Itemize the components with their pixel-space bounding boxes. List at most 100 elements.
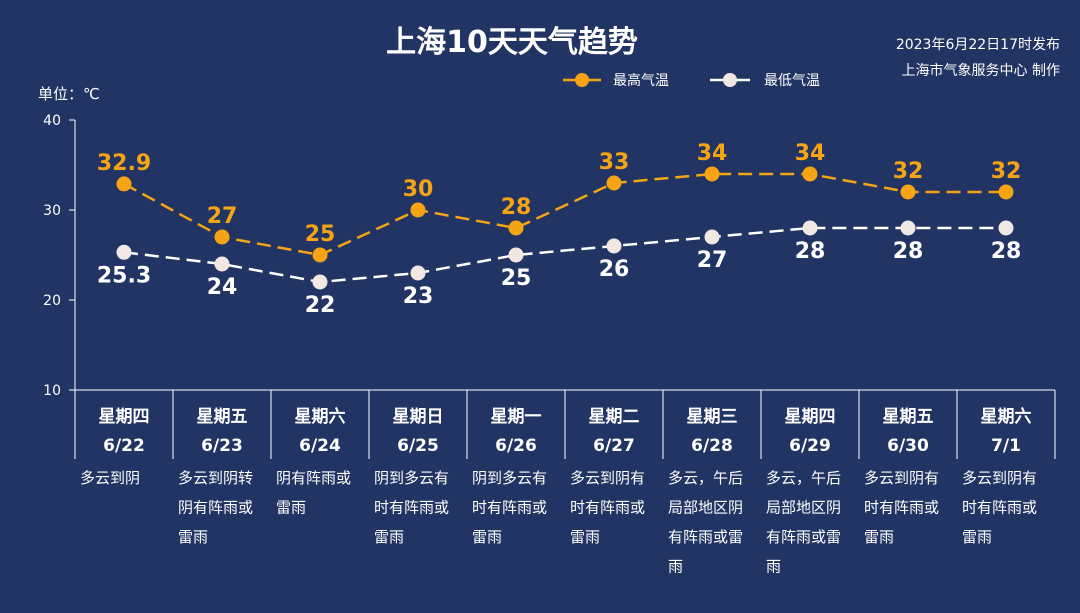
weather-desc-line: 有阵雨或雷 <box>766 528 841 546</box>
weather-desc-line: 雷雨 <box>864 528 894 546</box>
chart-title: 上海10天天气趋势 <box>386 25 638 60</box>
legend-low: 最低气温 <box>710 73 820 89</box>
day-label: 星期三 <box>687 407 738 427</box>
date-label: 6/28 <box>691 436 733 456</box>
low-temp-label: 25 <box>501 266 532 291</box>
y-tick-label: 30 <box>43 203 61 219</box>
day-label: 星期五 <box>197 407 248 427</box>
weather-desc-line: 多云，午后 <box>668 469 743 487</box>
date-label: 6/30 <box>887 436 929 456</box>
high-temp-point <box>214 229 230 245</box>
legend-high-marker <box>575 73 589 87</box>
high-temp-label: 32 <box>991 159 1022 184</box>
weather-desc-line: 雷雨 <box>276 499 306 517</box>
legend-low-marker <box>723 73 737 87</box>
high-temp-point <box>116 176 132 192</box>
axes: 10 20 30 40 <box>43 113 76 459</box>
high-temp-label: 27 <box>207 204 238 229</box>
y-tick-label: 40 <box>43 113 61 129</box>
high-temp-label: 30 <box>403 177 434 202</box>
weather-desc-line: 多云，午后 <box>766 469 841 487</box>
high-temp-label: 34 <box>697 141 728 166</box>
low-temp-label: 27 <box>697 248 728 273</box>
low-temp-point <box>508 247 524 263</box>
weather-desc-line: 多云到阴转 <box>178 469 253 487</box>
low-temp-label: 25.3 <box>97 263 151 288</box>
legend-high-label: 最高气温 <box>613 72 669 89</box>
weather-desc-line: 多云到阴有 <box>864 469 939 487</box>
low-temp-point <box>312 274 328 290</box>
legend-low-label: 最低气温 <box>764 73 820 89</box>
weather-desc-line: 时有阵雨或 <box>374 499 449 517</box>
high-temp-point <box>704 166 720 182</box>
low-temp-point <box>704 229 720 245</box>
series-layer: 32.9 27 25 30 28 33 34 34 32 32 25.3 24 22 23 25 26 27 28… <box>97 141 1021 318</box>
low-temp-label: 28 <box>795 239 826 264</box>
date-label: 6/29 <box>789 436 831 456</box>
legend-high: 最高气温 <box>563 72 669 89</box>
high-temp-label: 34 <box>795 141 826 166</box>
low-temp-point <box>900 220 916 236</box>
high-temp-point <box>900 184 916 200</box>
low-temp-label: 26 <box>599 257 630 282</box>
date-label: 6/25 <box>397 436 439 456</box>
weather-desc-line: 雨 <box>766 558 781 576</box>
high-temp-label: 33 <box>599 150 630 175</box>
weather-desc: 多云，午后局部地区阴有阵雨或雷雨 <box>766 469 841 576</box>
weather-desc: 多云到阴有时有阵雨或雷雨 <box>962 469 1037 546</box>
weather-desc: 多云到阴有时有阵雨或雷雨 <box>570 469 645 546</box>
day-label: 星期六 <box>295 406 346 427</box>
high-temp-point <box>606 175 622 191</box>
date-table: 星期四6/22多云到阴星期五6/23多云到阴转阴有阵雨或雷雨星期六6/24阴有阵… <box>74 389 1056 576</box>
weather-desc-line: 多云到阴有 <box>962 469 1037 487</box>
weather-desc-line: 有阵雨或雷 <box>668 528 743 546</box>
date-label: 6/23 <box>201 436 243 456</box>
weather-desc-line: 阴到多云有 <box>472 469 547 487</box>
weather-desc-line: 阴有阵雨或 <box>178 499 253 517</box>
weather-desc-line: 雷雨 <box>472 528 502 546</box>
low-temp-label: 22 <box>305 293 336 318</box>
y-tick-label: 10 <box>43 383 61 399</box>
day-label: 星期一 <box>491 407 542 427</box>
low-temp-point <box>116 244 132 260</box>
day-label: 星期四 <box>785 407 836 427</box>
weather-desc: 多云到阴转阴有阵雨或雷雨 <box>178 469 253 546</box>
date-label: 6/26 <box>495 436 537 456</box>
day-label: 星期四 <box>99 407 150 427</box>
low-temp-point <box>214 256 230 272</box>
publish-time: 2023年6月22日17时发布 <box>896 37 1060 53</box>
weather-desc-line: 雷雨 <box>962 528 992 546</box>
high-temp-point <box>998 184 1014 200</box>
low-temp-label: 24 <box>207 275 238 300</box>
weather-desc-line: 时有阵雨或 <box>864 499 939 517</box>
high-temp-label: 28 <box>501 195 532 220</box>
date-label: 7/1 <box>991 436 1021 456</box>
high-temp-label: 32.9 <box>97 151 151 176</box>
weather-desc-line: 雷雨 <box>374 528 404 546</box>
weather-desc-line: 时有阵雨或 <box>570 499 645 517</box>
high-temp-label: 25 <box>305 222 336 247</box>
high-temp-point <box>802 166 818 182</box>
date-label: 6/27 <box>593 436 635 456</box>
weather-desc-line: 阴到多云有 <box>374 469 449 487</box>
weather-desc-line: 多云到阴有 <box>570 469 645 487</box>
weather-desc-line: 多云到阴 <box>80 469 140 487</box>
weather-desc-line: 阴有阵雨或 <box>276 469 351 487</box>
weather-desc-line: 时有阵雨或 <box>472 499 547 517</box>
legend: 最高气温 最低气温 <box>563 72 820 89</box>
y-tick-label: 20 <box>43 293 61 309</box>
low-temp-label: 28 <box>991 239 1022 264</box>
weather-desc-line: 雷雨 <box>570 528 600 546</box>
weather-desc: 阴到多云有时有阵雨或雷雨 <box>374 469 449 546</box>
low-temp-point <box>802 220 818 236</box>
unit-label: 单位：℃ <box>38 85 100 103</box>
weather-desc: 多云到阴有时有阵雨或雷雨 <box>864 469 939 546</box>
day-label: 星期五 <box>883 407 934 427</box>
date-label: 6/24 <box>299 436 341 456</box>
weather-desc: 阴有阵雨或雷雨 <box>276 469 351 517</box>
day-label: 星期日 <box>393 407 444 427</box>
day-label: 星期六 <box>981 406 1032 427</box>
high-temp-line <box>123 172 1006 257</box>
weather-desc: 多云，午后局部地区阴有阵雨或雷雨 <box>668 469 743 576</box>
low-temp-label: 23 <box>403 284 434 309</box>
